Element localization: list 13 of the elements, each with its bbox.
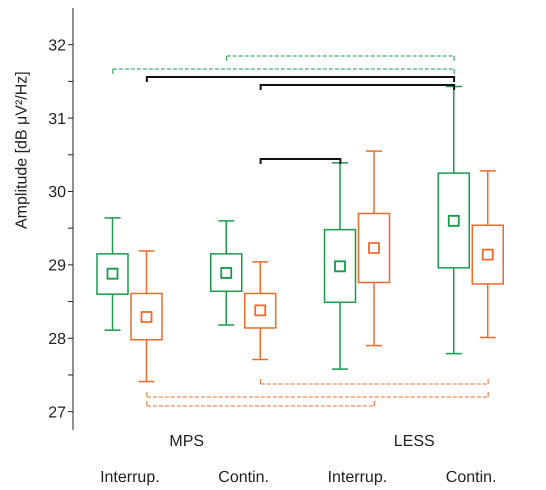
y-axis-title: Amplitude [dB μV²/Hz] [14, 71, 31, 229]
x-tick-label: Interrup. [100, 469, 160, 486]
x-tick-label: Interrup. [328, 469, 388, 486]
y-tick-label: 30 [48, 184, 66, 202]
x-tick-label: Contin. [446, 469, 496, 486]
y-tick-label: 32 [48, 37, 66, 54]
y-tick-label: 27 [48, 404, 66, 422]
y-tick-label: 28 [48, 330, 66, 348]
y-tick-label: 31 [48, 110, 66, 128]
text: MPS [169, 433, 204, 450]
x-tick-label: Contin. [218, 469, 269, 486]
text: LESS [394, 433, 435, 450]
y-tick-label: 29 [48, 258, 66, 275]
